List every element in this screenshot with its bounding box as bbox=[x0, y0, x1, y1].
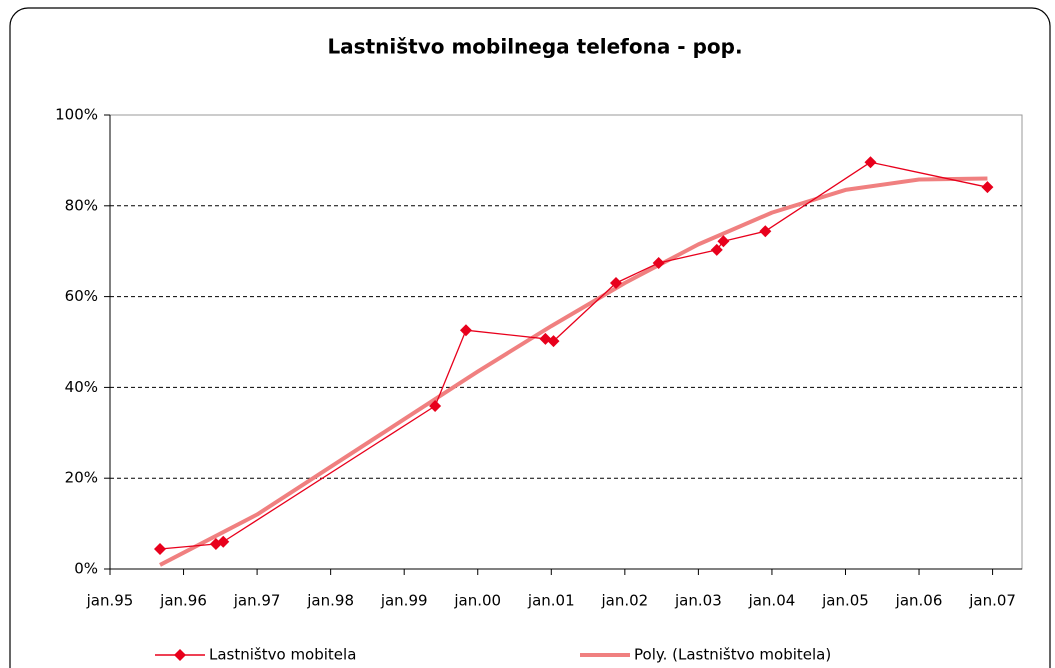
trend-line bbox=[159, 176, 988, 567]
data-point bbox=[981, 181, 994, 194]
plot-area bbox=[109, 114, 1023, 570]
data-point bbox=[652, 257, 665, 270]
x-tick-label: jan.99 bbox=[380, 592, 428, 610]
data-point bbox=[759, 225, 772, 238]
x-tick-label: jan.98 bbox=[306, 592, 354, 610]
x-tick-label: jan.04 bbox=[748, 592, 796, 610]
data-point bbox=[864, 156, 877, 169]
data-point bbox=[217, 535, 230, 548]
x-tick-label: jan.95 bbox=[86, 592, 134, 610]
x-tick-label: jan.05 bbox=[821, 592, 869, 610]
x-tick-label: jan.00 bbox=[453, 592, 501, 610]
x-tick-label: jan.96 bbox=[159, 592, 207, 610]
y-tick-label: 0% bbox=[74, 560, 98, 578]
y-tick-label: 60% bbox=[65, 287, 98, 305]
data-point bbox=[710, 243, 723, 256]
data-point bbox=[459, 324, 472, 337]
data-point bbox=[547, 335, 560, 348]
y-tick-label: 100% bbox=[55, 106, 98, 124]
y-tick-label: 80% bbox=[65, 196, 98, 214]
legend-marker bbox=[174, 649, 186, 661]
data-line bbox=[159, 161, 988, 550]
x-tick-label: jan.01 bbox=[527, 592, 575, 610]
data-point bbox=[154, 543, 167, 556]
x-tick-label: jan.02 bbox=[600, 592, 648, 610]
chart-title: Lastništvo mobilnega telefona - pop. bbox=[327, 35, 742, 59]
data-point bbox=[717, 235, 730, 248]
x-tick-label: jan.97 bbox=[233, 592, 281, 610]
legend-label: Lastništvo mobitela bbox=[209, 646, 356, 664]
legend-label: Poly. (Lastništvo mobitela) bbox=[634, 646, 831, 664]
y-tick-label: 40% bbox=[65, 378, 98, 396]
data-point bbox=[610, 276, 623, 289]
data-point bbox=[429, 400, 442, 413]
x-tick-label: jan.03 bbox=[674, 592, 722, 610]
y-tick-label: 20% bbox=[65, 469, 98, 487]
x-tick-label: jan.07 bbox=[968, 592, 1016, 610]
x-tick-label: jan.06 bbox=[895, 592, 943, 610]
